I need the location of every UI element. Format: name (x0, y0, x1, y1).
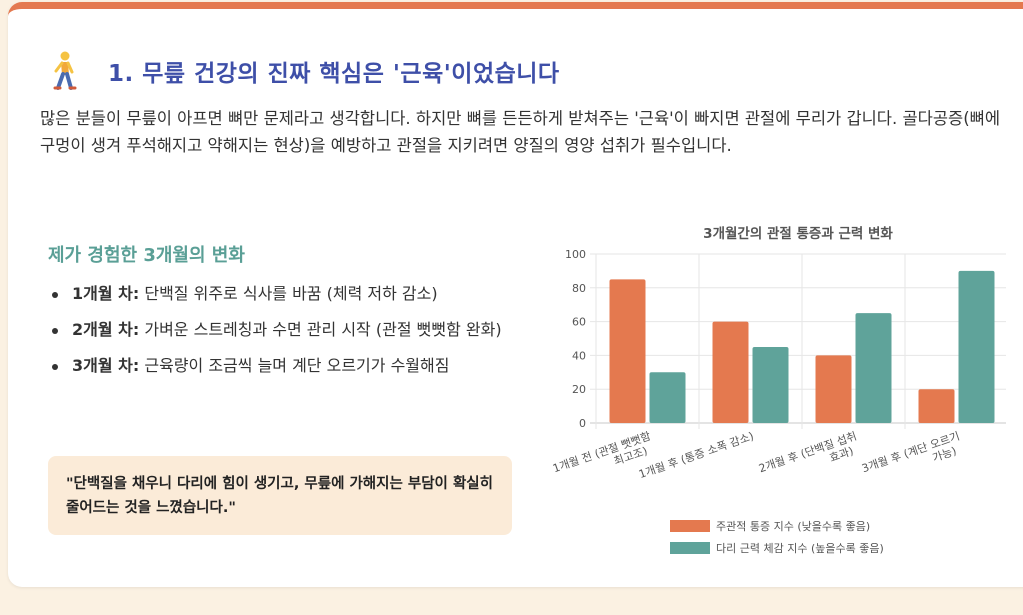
experience-heading: 제가 경험한 3개월의 변화 (48, 245, 245, 266)
bar-pain (918, 389, 955, 423)
y-tick-label: 20 (572, 383, 586, 396)
list-item-text: 가벼운 스트레칭과 수면 관리 시작 (관절 뻣뻣함 완화) (139, 320, 502, 339)
legend-label: 주관적 통증 지수 (낮을수록 좋음) (716, 520, 870, 533)
section-title: 1. 무릎 건강의 진짜 핵심은 '근육'이었습니다 (108, 61, 560, 87)
testimonial-quote: "단백질을 채우니 다리에 힘이 생기고, 무릎에 가해지는 부담이 확실히 줄… (48, 456, 512, 535)
y-tick-label: 80 (572, 282, 586, 295)
list-item-label: 3개월 차: (72, 356, 140, 375)
legend-swatch (670, 542, 710, 554)
intro-paragraph: 많은 분들이 무릎이 아프면 뼈만 문제라고 생각합니다. 하지만 뼈를 든든하… (40, 109, 1000, 155)
experience-panel: 제가 경험한 3개월의 변화 1개월 차: 단백질 위주로 식사를 바꿈 (체력… (48, 241, 518, 389)
x-tick-label: 3개월 후 (계단 오르기가능) (860, 430, 966, 488)
list-item-label: 1개월 차: (72, 284, 140, 303)
y-tick-label: 100 (565, 248, 586, 261)
bar-strength (649, 372, 686, 423)
y-tick-label: 60 (572, 316, 586, 329)
bar-pain (815, 355, 852, 423)
content-card: 1. 무릎 건강의 진짜 핵심은 '근육'이었습니다 많은 분들이 무릎이 아프… (8, 2, 1023, 587)
y-tick-label: 40 (572, 349, 586, 362)
bar-pain (712, 321, 749, 423)
x-tick-label: 1개월 후 (통증 소폭 감소) (637, 430, 755, 482)
legend-swatch (670, 520, 710, 532)
list-item-label: 2개월 차: (72, 320, 140, 339)
bullet-icon (52, 328, 58, 334)
x-tick-label: 2개월 후 (단백질 섭취효과) (757, 430, 863, 488)
bar-strength (752, 346, 789, 423)
y-tick-label: 0 (579, 417, 586, 430)
person-walking-icon (53, 51, 77, 90)
list-item: 1개월 차: 단백질 위주로 식사를 바꿈 (체력 저하 감소) (48, 281, 518, 307)
section-header: 1. 무릎 건강의 진짜 핵심은 '근육'이었습니다 (50, 49, 560, 93)
list-item-text: 근육량이 조금씩 늘며 계단 오르기가 수월해짐 (139, 356, 450, 375)
bar-strength (855, 313, 892, 423)
chart-title: 3개월간의 관절 통증과 근력 변화 (703, 225, 893, 242)
list-item: 2개월 차: 가벼운 스트레칭과 수면 관리 시작 (관절 뻣뻣함 완화) (48, 317, 518, 343)
experience-list: 1개월 차: 단백질 위주로 식사를 바꿈 (체력 저하 감소) 2개월 차: … (48, 281, 518, 379)
bullet-icon (52, 364, 58, 370)
legend-label: 다리 근력 체감 지수 (높을수록 좋음) (716, 542, 884, 555)
bar-strength (958, 270, 995, 423)
bullet-icon (52, 292, 58, 298)
list-item-text: 단백질 위주로 식사를 바꿈 (체력 저하 감소) (139, 284, 438, 303)
bar-pain (609, 279, 646, 423)
list-item: 3개월 차: 근육량이 조금씩 늘며 계단 오르기가 수월해짐 (48, 353, 518, 379)
x-tick-label-line: 1개월 후 (통증 소폭 감소) (637, 430, 755, 482)
